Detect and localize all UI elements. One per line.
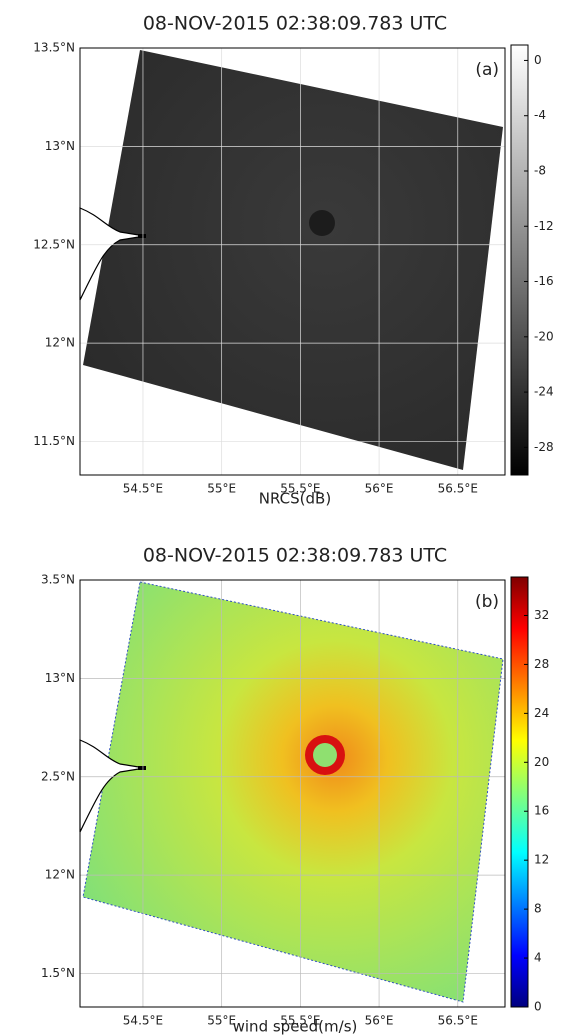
colorbar-tick-label: 24: [534, 706, 549, 720]
coast-point: [138, 766, 146, 770]
colorbar: [510, 44, 529, 476]
coastline: [79, 207, 146, 301]
colorbar-tick-label: 8: [534, 902, 542, 916]
x-axis-label: NRCS(dB): [259, 490, 331, 508]
panel-annotation: (a): [475, 60, 499, 80]
x-axis-label: wind speed(m/s): [233, 1018, 358, 1035]
panel-title: 08-NOV-2015 02:38:09.783 UTC: [143, 13, 447, 35]
colorbar: [510, 576, 529, 1008]
colorbar-tick-label: -8: [534, 163, 546, 177]
colorbar-tick-label: 12: [534, 853, 549, 867]
x-tick-label: 54.5°E: [123, 482, 163, 496]
y-tick-label: 13.5°N: [33, 41, 75, 55]
swath-image: [83, 50, 503, 470]
colorbar-tick-label: 0: [534, 1000, 542, 1014]
y-tick-label: 2.5°N: [41, 769, 75, 783]
panel-title: 08-NOV-2015 02:38:09.783 UTC: [143, 545, 447, 567]
x-tick-label: 56.5°E: [438, 482, 478, 496]
y-tick-label: 13°N: [45, 671, 75, 685]
colorbar-tick-label: -16: [534, 274, 554, 288]
colorbar-tick-label: -24: [534, 385, 554, 399]
y-tick-label: 13°N: [45, 139, 75, 153]
plot-frame: [79, 579, 506, 1008]
y-tick-label: 12°N: [45, 868, 75, 882]
colorbar-tick-label: 32: [534, 608, 549, 622]
x-tick-label: 55°E: [207, 1014, 236, 1028]
y-tick-label: 12°N: [45, 336, 75, 350]
colorbar-tick-label: -4: [534, 108, 546, 122]
plot-frame: [79, 47, 506, 476]
y-tick-label: 12.5°N: [33, 237, 75, 251]
x-tick-label: 55°E: [207, 482, 236, 496]
x-tick-label: 56°E: [365, 1014, 394, 1028]
colorbar-tick-label: 0: [534, 53, 542, 67]
y-tick-label: 3.5°N: [41, 573, 75, 587]
x-tick-label: 55.5°E: [280, 1014, 320, 1028]
swath-image: [82, 581, 504, 1003]
colorbar-tick-label: 16: [534, 804, 549, 818]
colorbar-tick-label: 20: [534, 755, 549, 769]
coast-point: [138, 234, 146, 238]
x-tick-label: 56°E: [365, 482, 394, 496]
panel-annotation: (b): [475, 592, 499, 612]
colorbar-tick-label: -28: [534, 440, 554, 454]
coastline: [79, 739, 146, 833]
colorbar-tick-label: -20: [534, 329, 554, 343]
y-tick-label: 11.5°N: [33, 434, 75, 448]
colorbar-tick-label: -12: [534, 219, 554, 233]
x-tick-label: 56.5°E: [438, 1014, 478, 1028]
colorbar-tick-label: 28: [534, 657, 549, 671]
x-tick-label: 54.5°E: [123, 1014, 163, 1028]
colorbar-tick-label: 4: [534, 951, 542, 965]
storm-eye: [313, 743, 337, 767]
x-tick-label: 55.5°E: [280, 482, 320, 496]
y-tick-label: 1.5°N: [41, 966, 75, 980]
storm-eye: [309, 210, 335, 236]
